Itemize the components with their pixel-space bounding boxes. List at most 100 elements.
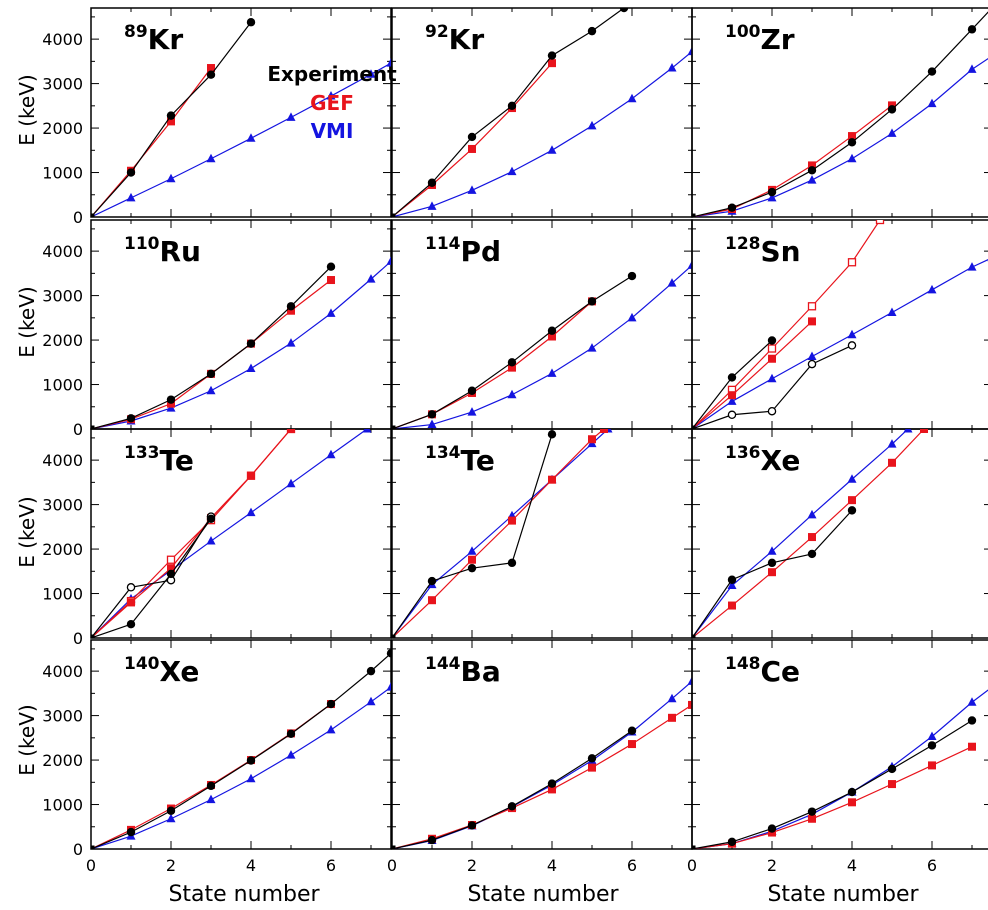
data-point	[875, 220, 885, 225]
panel-134Te: 134Te	[391, 428, 693, 639]
data-point	[166, 569, 176, 579]
data-point	[887, 307, 897, 316]
data-point	[808, 161, 816, 170]
data-point	[692, 213, 696, 217]
y-tick-label: 2000	[42, 540, 83, 559]
data-point	[847, 258, 857, 267]
data-point	[467, 386, 477, 395]
data-point	[767, 336, 777, 345]
data-point	[392, 425, 396, 429]
y-tick-label: 4000	[42, 662, 83, 681]
data-point	[246, 773, 256, 783]
y-axis-label: E (keV)	[15, 286, 39, 357]
y-tick-label: 3000	[42, 707, 83, 726]
data-point	[727, 575, 737, 584]
data-point	[246, 363, 256, 373]
data-point	[767, 824, 777, 833]
series-line	[91, 260, 391, 429]
data-point	[286, 729, 296, 739]
data-point	[687, 260, 692, 269]
data-point	[508, 363, 516, 372]
data-point	[326, 724, 336, 734]
data-point	[848, 132, 856, 141]
data-point	[287, 429, 295, 433]
data-point	[507, 358, 517, 367]
mass-number: 110	[124, 234, 160, 254]
data-point	[246, 18, 256, 27]
x-tick-label: 0	[687, 856, 697, 875]
data-point	[287, 306, 295, 315]
data-point	[547, 145, 557, 154]
data-point	[427, 835, 437, 845]
data-point	[507, 166, 517, 176]
data-point	[326, 308, 336, 317]
x-tick-label: 4	[246, 856, 256, 875]
data-point	[126, 192, 136, 202]
data-point	[807, 549, 817, 559]
element-symbol: Sn	[761, 235, 801, 268]
data-point	[847, 787, 857, 797]
data-point	[547, 51, 557, 60]
series-line	[392, 704, 692, 849]
data-point	[667, 278, 677, 287]
data-point	[326, 262, 336, 271]
data-point	[967, 64, 977, 73]
series-line	[392, 730, 633, 849]
data-point	[427, 410, 437, 419]
y-axis-label: E (keV)	[15, 74, 39, 145]
data-point	[767, 373, 777, 383]
panel-89Kr: 0 1000 2000 3000 4000 89Kr	[42, 7, 392, 227]
data-point	[727, 410, 737, 420]
nucleus-label: 140Xe	[124, 654, 199, 688]
panel-frame	[691, 639, 988, 850]
data-point	[807, 351, 817, 361]
data-point	[587, 754, 597, 763]
element-symbol: Te	[461, 444, 495, 477]
nucleus-label: 114Pd	[425, 234, 501, 268]
y-tick-label: 2000	[42, 751, 83, 770]
series-line	[392, 680, 692, 849]
element-symbol: Kr	[148, 23, 184, 56]
series-line	[392, 300, 593, 429]
data-point	[687, 46, 692, 56]
data-point	[667, 693, 677, 703]
data-point	[692, 845, 696, 849]
element-symbol: Zr	[761, 23, 795, 56]
data-point	[692, 634, 696, 638]
data-point	[767, 344, 777, 353]
series-line	[692, 689, 988, 849]
series-line	[91, 516, 212, 638]
data-point	[547, 430, 557, 439]
data-point	[366, 696, 376, 706]
x-tick-label: 2	[166, 856, 176, 875]
series-line	[692, 220, 881, 429]
element-symbol: Ba	[461, 655, 501, 688]
x-tick-label: 2	[767, 856, 777, 875]
data-point	[126, 414, 136, 423]
series-line	[392, 429, 605, 638]
mass-number: 136	[725, 443, 761, 463]
series-line	[91, 518, 212, 638]
data-point	[206, 153, 216, 163]
x-axis-label: State number	[467, 882, 619, 907]
data-point	[807, 166, 817, 175]
data-point	[166, 395, 176, 404]
y-tick-label: 3000	[42, 496, 83, 515]
series-line	[91, 686, 391, 849]
y-tick-label: 1000	[42, 376, 83, 395]
legend-experiment: Experiment	[267, 62, 397, 86]
x-tick-label: 4	[847, 856, 857, 875]
data-point	[507, 802, 517, 811]
data-point	[206, 385, 216, 395]
data-point	[547, 326, 557, 335]
data-point	[767, 546, 777, 555]
data-point	[807, 509, 817, 519]
data-point	[166, 813, 176, 823]
panel-frame	[90, 428, 392, 639]
y-tick-label: 1000	[42, 164, 83, 183]
data-point	[627, 312, 637, 322]
data-point	[326, 699, 336, 709]
y-tick-label: 2000	[42, 331, 83, 350]
